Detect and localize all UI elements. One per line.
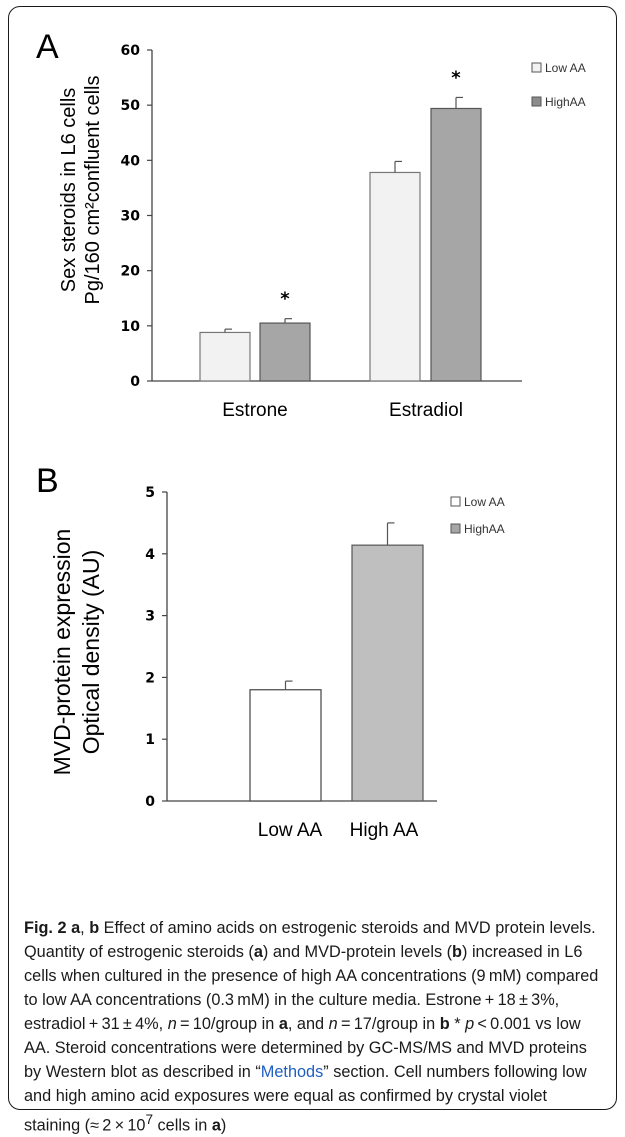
caption-ref-a: a [71,919,81,937]
caption-text: ) [220,1116,227,1135]
bar [369,171,421,382]
bar [199,331,251,382]
caption-text: < 0.001 vs low AA. Steroid concentration… [24,1015,587,1081]
panel-a-ylabel: Sex steroids in L6 cells Pg/160 cm²confl… [58,75,104,304]
y-tick-label: 40 [121,153,141,169]
caption-text: cells in [153,1116,212,1135]
figure-caption: Fig. 2 a, b Effect of amino acids on est… [24,916,602,1137]
x-category-label: High AA [350,820,419,841]
legend-label-high-aa: HighAA [464,522,505,536]
x-category-label: Estradiol [389,400,463,421]
caption-figure-number: Fig. 2 [24,919,67,937]
panel-b-ylabel-line1: MVD-protein expression [49,529,75,776]
legend-swatch-low-aa [531,62,542,73]
x-category-label: Low AA [258,820,323,841]
bar [259,322,311,382]
significance-star: * [280,289,290,310]
figure-frame [8,6,617,1110]
caption-ref-b: b [89,919,100,937]
caption-p-value: p [465,1015,475,1033]
y-tick-label: 0 [145,794,155,810]
panel-a-letter: A [36,28,59,66]
panel-b-letter: B [36,462,59,500]
y-tick-label: 2 [145,670,155,686]
legend-swatch-high-aa [531,96,542,107]
panel-b-ylabel-line2: Optical density (AU) [78,550,104,755]
panel-b-ylabel: MVD-protein expression Optical density (… [49,529,104,776]
caption-text: * [449,1015,466,1033]
y-tick-label: 0 [130,374,140,390]
panel-a-ylabel-line2: Pg/160 cm²confluent cells [82,75,104,304]
x-category-label: Estrone [222,400,287,421]
caption-ref-b: b [439,1015,450,1033]
legend-swatch-high-aa [450,523,461,534]
caption-text: ) and MVD-protein levels ( [262,943,453,961]
caption-superscript: 7 [145,1112,154,1127]
panel-b-plot: 0 1 2 3 4 5 Low AA High AA [145,485,437,841]
panel-a-ylabel-line1: Sex steroids in L6 cells [58,88,80,293]
y-tick-label: 60 [121,43,141,59]
panel-b-legend: Low AA HighAA [450,495,505,536]
caption-text: Effect of amino acids on estrogenic ster… [24,919,596,961]
legend-label-low-aa: Low AA [545,61,586,75]
caption-n: n [167,1015,177,1033]
caption-text: , [80,919,90,937]
methods-link[interactable]: Methods [260,1063,324,1081]
figure-charts: A Sex steroids in L6 cells Pg/160 cm²con… [36,28,586,841]
y-tick-label: 20 [121,264,141,280]
y-tick-label: 1 [145,732,155,748]
legend-label-low-aa: Low AA [464,495,505,509]
y-tick-label: 3 [145,609,155,625]
significance-star: * [451,67,461,88]
caption-text: = 10/group in [176,1015,279,1033]
caption-ref-a: a [253,943,263,961]
y-tick-label: 50 [121,98,141,114]
caption-n: n [328,1015,338,1033]
caption-ref-b: b [452,943,462,961]
y-tick-label: 30 [121,209,141,225]
legend-label-high-aa: HighAA [545,95,586,109]
legend-swatch-low-aa [450,496,461,507]
bar [430,107,482,382]
caption-ref-a: a [278,1015,288,1033]
panel-a-legend: Low AA HighAA [531,61,586,109]
y-tick-label: 5 [145,485,155,501]
bar [249,689,322,802]
caption-text: = 17/group in [337,1015,440,1033]
caption-ref-a: a [211,1116,221,1135]
caption-text: , and [287,1015,329,1033]
y-tick-label: 4 [145,547,155,563]
panel-a-plot: 0 10 20 30 40 50 60 * * Estrone Estradiol [121,43,522,421]
bar [351,544,424,802]
caption-text: ) increased in L6 cells when cultured in… [24,943,599,1033]
y-tick-label: 10 [121,319,141,335]
